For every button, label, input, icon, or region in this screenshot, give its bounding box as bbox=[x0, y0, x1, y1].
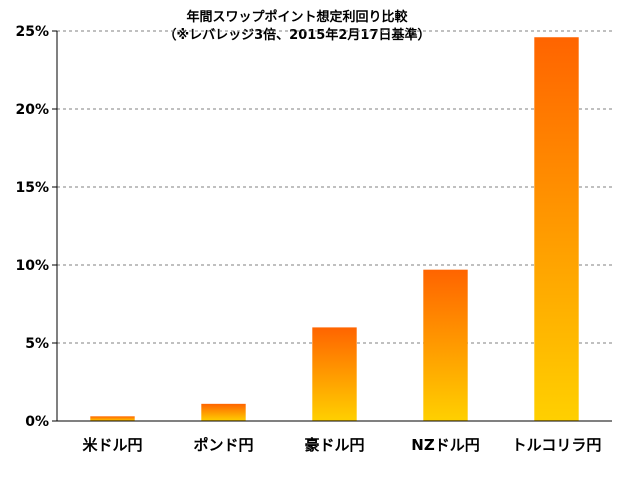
x-tick-label: トルコリラ円 bbox=[512, 436, 602, 454]
y-tick-label: 15% bbox=[15, 180, 49, 196]
y-tick-label: 0% bbox=[25, 414, 49, 430]
y-tick-label: 25% bbox=[15, 24, 49, 40]
x-tick-labels: 米ドル円 ポンド円 豪ドル円 NZドル円 トルコリラ円 bbox=[82, 436, 601, 454]
chart-title: 年間スワップポイント想定利回り比較 bbox=[186, 9, 408, 25]
y-tick-label: 20% bbox=[15, 102, 49, 118]
x-tick-label: NZドル円 bbox=[411, 436, 479, 454]
bar bbox=[201, 403, 246, 421]
axes bbox=[56, 31, 612, 422]
bars bbox=[90, 37, 579, 422]
y-tick-label: 10% bbox=[15, 258, 49, 274]
gridlines bbox=[52, 30, 612, 422]
bar bbox=[423, 269, 468, 421]
bar bbox=[312, 327, 357, 421]
bar bbox=[534, 37, 579, 422]
x-tick-label: 豪ドル円 bbox=[304, 436, 364, 454]
bar bbox=[90, 416, 135, 421]
x-tick-label: 米ドル円 bbox=[82, 436, 142, 454]
chart-subtitle: （※レバレッジ3倍、2015年2月17日基準） bbox=[163, 27, 430, 43]
y-tick-label: 5% bbox=[25, 336, 49, 352]
x-tick-label: ポンド円 bbox=[193, 436, 253, 454]
y-tick-labels: 0% 5% 10% 15% 20% 25% bbox=[15, 24, 49, 430]
